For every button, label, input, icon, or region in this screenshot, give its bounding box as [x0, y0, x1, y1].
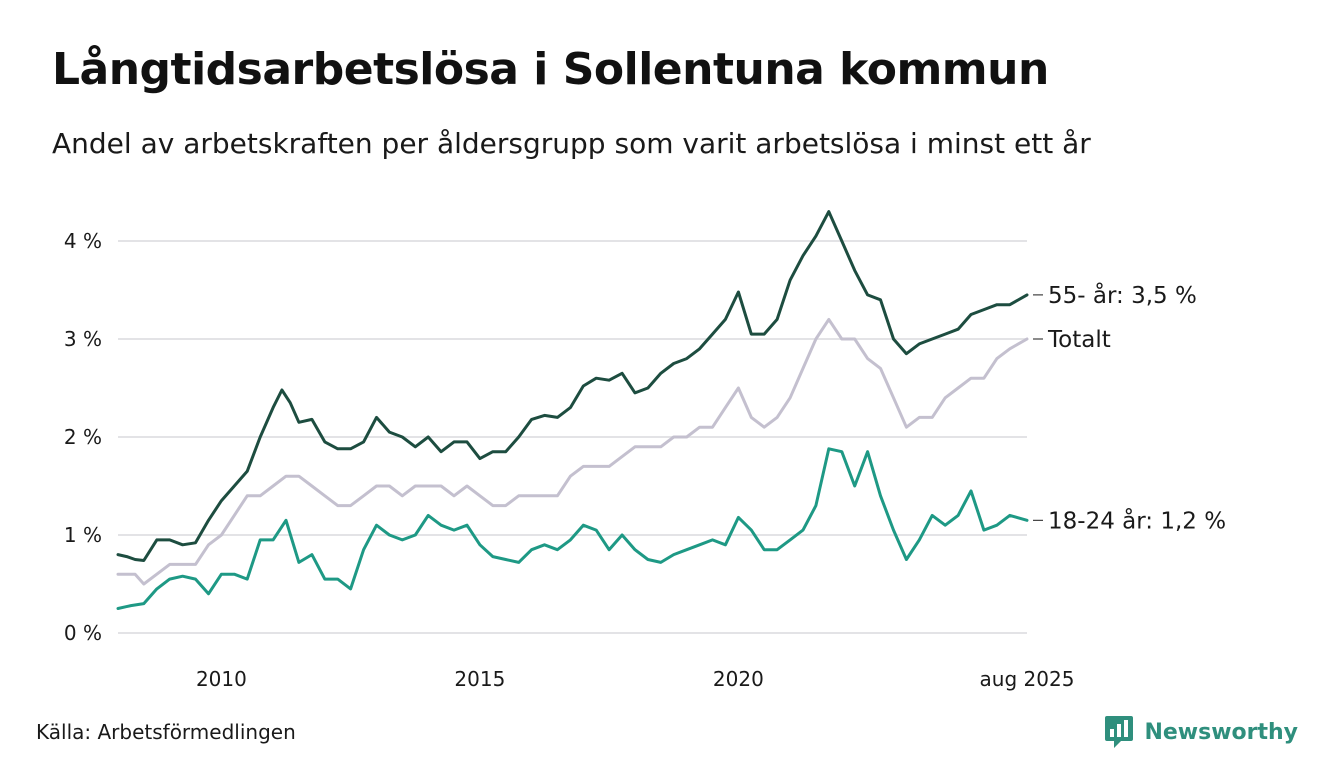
y-tick-label: 2 % — [64, 425, 102, 449]
chart-title: Långtidsarbetslösa i Sollentuna kommun — [52, 44, 1049, 95]
series-line-55-r — [116, 210, 1029, 562]
y-tick-label: 1 % — [64, 523, 102, 547]
series-end-label-18-24-r: 18-24 år: 1,2 % — [1048, 506, 1226, 534]
chart-subtitle: Andel av arbetskraften per åldersgrupp s… — [52, 127, 1091, 160]
x-tick-label: 2020 — [713, 667, 764, 691]
x-tick-label: aug 2025 — [980, 667, 1075, 691]
x-axis-tick-labels: 2010 2015 2020 aug 2025 — [196, 667, 1075, 691]
series-end-label-totalt: Totalt — [1047, 327, 1111, 353]
series-line-totalt — [116, 317, 1029, 586]
line-chart: 0 % 1 % 2 % 3 % 4 % 2010 2015 2020 aug 2025 Tot… — [64, 210, 1226, 691]
newsworthy-logo: Newsworthy — [1104, 712, 1298, 752]
brand-name: Newsworthy — [1144, 719, 1298, 745]
series-end-labels: Totalt 55- år: 3,5 % 18-24 år: 1,2 % — [1033, 281, 1226, 534]
gridlines — [118, 240, 1027, 634]
series-lines — [116, 210, 1029, 610]
y-tick-label: 0 % — [64, 621, 102, 645]
series-line-18-24-r — [116, 447, 1029, 610]
source-credit: Källa: Arbetsförmedlingen — [36, 720, 296, 744]
y-tick-label: 4 % — [64, 229, 102, 253]
y-axis-tick-labels: 0 % 1 % 2 % 3 % 4 % — [64, 229, 102, 645]
bar-chart-speech-bubble-icon — [1105, 716, 1134, 748]
series-end-label-55-r: 55- år: 3,5 % — [1048, 281, 1197, 309]
y-tick-label: 3 % — [64, 327, 102, 351]
x-tick-label: 2010 — [196, 667, 247, 691]
x-tick-label: 2015 — [454, 667, 505, 691]
